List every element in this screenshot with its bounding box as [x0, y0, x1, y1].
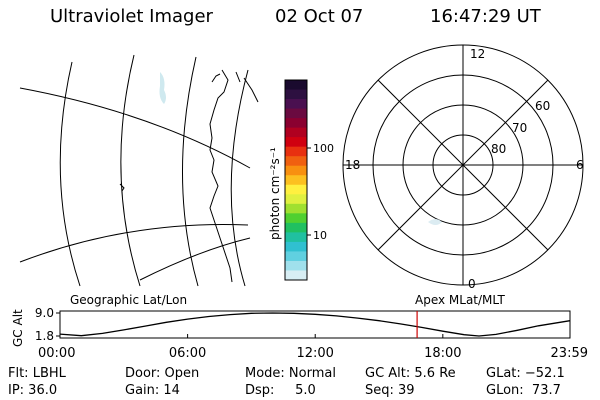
lon-arc-2	[120, 54, 141, 287]
altitude-y-tick-label: 9.0	[35, 306, 54, 320]
polar-lat-label-60: 60	[535, 99, 550, 113]
observation-date: 02 Oct 07	[275, 6, 364, 27]
polar-label-12: 12	[470, 47, 485, 61]
polar-label-6: 6	[576, 158, 584, 172]
geographic-map-title: Geographic Lat/Lon	[70, 293, 187, 307]
footer-gc-alt: GC Alt: 5.6 Re	[365, 366, 456, 381]
footer-filter: Flt: LBHL	[8, 366, 67, 381]
colorbar-band	[285, 251, 307, 262]
altitude-plot-frame	[59, 310, 571, 339]
footer-ip: IP: 36.0	[8, 383, 57, 398]
altitude-series-line	[59, 312, 571, 337]
altitude-x-tick-label: 00:00	[38, 346, 75, 361]
polar-lat-label-70: 70	[512, 121, 527, 135]
footer-door: Door: Open	[125, 366, 199, 381]
colorbar-band	[285, 270, 307, 281]
lon-arc-1	[59, 61, 81, 287]
colorbar-band	[285, 241, 307, 252]
polar-plot	[342, 44, 584, 286]
observation-time: 16:47:29 UT	[430, 6, 541, 27]
colorbar-band	[285, 80, 307, 91]
polar-lat-label-80: 80	[491, 142, 506, 156]
footer-info: Flt: LBHL IP: 36.0 Door: Open Gain: 14 M…	[8, 366, 565, 398]
polar-label-18: 18	[345, 158, 360, 172]
colorbar-band	[285, 165, 307, 176]
lat-line-3	[139, 237, 251, 281]
altitude-y-tick-label: 1.8	[35, 329, 54, 343]
geographic-map	[19, 54, 259, 287]
colorbar-tick-label-10: 10	[313, 229, 327, 242]
polar-diagonal-2	[377, 79, 549, 251]
altitude-chart: 00:00 06:00 12:00 18:00 23:59 9.0 1.8 GC Alt	[11, 306, 588, 361]
colorbar-band	[285, 99, 307, 110]
altitude-y-ticks: 9.0 1.8	[35, 306, 60, 343]
aurora-patch	[159, 72, 166, 104]
lon-arc-4	[230, 69, 249, 287]
colorbar-tick-label-100: 100	[313, 142, 334, 155]
colorbar	[285, 80, 307, 281]
altitude-axis-label: GC Alt	[11, 309, 25, 347]
colorbar-band	[285, 127, 307, 138]
footer-glon: GLon: 73.7	[486, 383, 561, 398]
colorbar-band	[285, 232, 307, 243]
altitude-x-tick-label: 18:00	[424, 346, 461, 361]
altitude-x-tick-label: 06:00	[169, 346, 206, 361]
colorbar-band	[285, 222, 307, 233]
colorbar-band	[285, 203, 307, 214]
colorbar-band	[285, 108, 307, 119]
colorbar-frame	[284, 79, 308, 281]
colorbar-band	[285, 137, 307, 148]
lat-line-2	[19, 223, 249, 263]
colorbar-band	[285, 213, 307, 224]
footer-seq: Seq: 39	[365, 383, 415, 398]
colorbar-band	[285, 146, 307, 157]
polar-aurora-patch	[428, 219, 442, 225]
instrument-title: Ultraviolet Imager	[50, 6, 213, 27]
colorbar-band	[285, 194, 307, 205]
coastline	[119, 69, 259, 283]
lon-arc-3	[182, 56, 199, 287]
footer-dsp: Dsp: 5.0	[245, 383, 316, 398]
altitude-x-tick-label: 12:00	[296, 346, 333, 361]
altitude-x-ticks: 00:00 06:00 12:00 18:00 23:59	[38, 334, 588, 361]
colorbar-band	[285, 184, 307, 195]
altitude-x-tick-label: 23:59	[551, 346, 588, 361]
colorbar-band	[285, 156, 307, 167]
colorbar-band	[285, 118, 307, 129]
colorbar-unit-label: photon cm⁻²s⁻¹	[268, 147, 282, 240]
colorbar-band	[285, 89, 307, 100]
polar-label-0: 0	[468, 277, 476, 291]
lat-line-1	[19, 87, 251, 169]
footer-gain: Gain: 14	[125, 383, 180, 398]
colorbar-band	[285, 175, 307, 186]
polar-map-title: Apex MLat/MLT	[415, 293, 505, 307]
footer-mode: Mode: Normal	[245, 366, 336, 381]
colorbar-band	[285, 260, 307, 271]
footer-glat: GLat: −52.1	[486, 366, 565, 381]
